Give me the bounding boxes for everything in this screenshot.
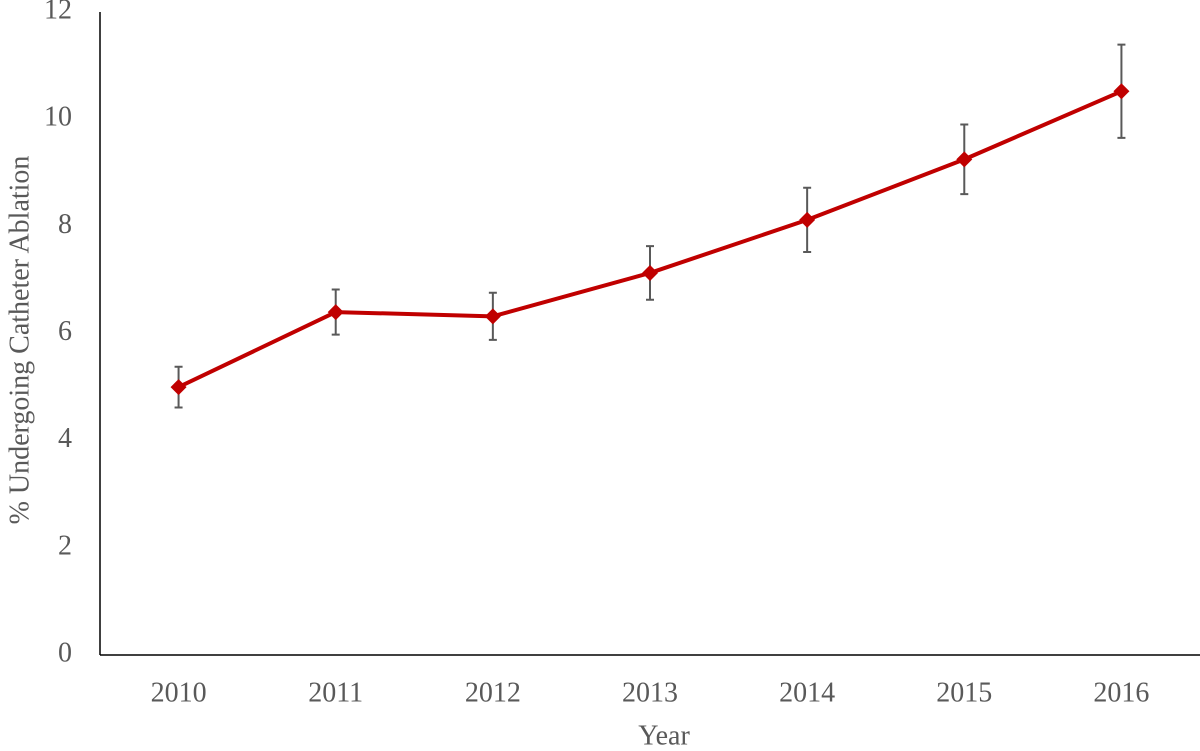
y-tick-label: 0 (58, 637, 72, 668)
marker (484, 308, 501, 325)
marker (642, 264, 658, 281)
x-tick-label: 2010 (151, 677, 207, 708)
y-tick-label: 6 (58, 316, 72, 347)
x-tick-label: 2014 (779, 677, 835, 708)
x-tick-label: 2016 (1093, 677, 1149, 708)
y-tick-label: 8 (58, 209, 72, 240)
y-tick-label: 12 (44, 0, 72, 25)
y-tick-label: 4 (58, 423, 72, 454)
y-tick-label: 2 (58, 530, 72, 561)
x-tick-label: 2015 (936, 677, 992, 708)
marker (799, 211, 816, 228)
x-tick-label: 2011 (308, 677, 363, 708)
marker (170, 379, 187, 396)
marker (1113, 83, 1130, 100)
marker (327, 304, 344, 321)
y-axis-label: % Undergoing Catheter Ablation (4, 156, 35, 525)
marker (956, 151, 973, 168)
line (177, 89, 1123, 389)
x-tick-label: 2013 (622, 677, 678, 708)
x-tick-label: 2012 (465, 677, 521, 708)
y-tick-label: 10 (44, 102, 72, 133)
x-axis-label: Year (638, 720, 690, 751)
